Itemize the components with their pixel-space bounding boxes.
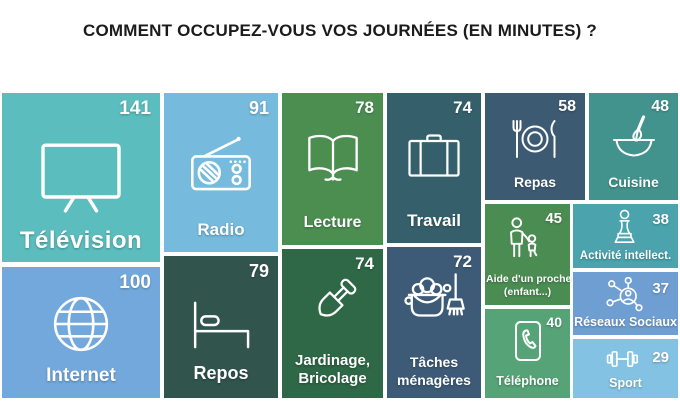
tile-radio: 91 Radio	[164, 93, 278, 252]
tile-label: Jardinage, Bricolage	[294, 351, 371, 388]
tile-label: Téléphone	[496, 374, 559, 389]
tile-lecture: 78 Lecture	[282, 93, 383, 245]
tile-label: Tâches ménagères	[397, 354, 471, 388]
tile-television: 141 Télévision	[2, 93, 160, 262]
tile-value: 38	[652, 211, 669, 228]
tile-label: Cuisine	[608, 173, 659, 190]
tile-aide-proche: 45 Aide d'un proche (enfant...)	[485, 204, 572, 305]
tile-label: Repas	[513, 173, 557, 190]
tile-value: 91	[248, 98, 269, 118]
tile-value: 58	[558, 98, 576, 115]
tile-value: 78	[355, 98, 374, 117]
tv-icon	[37, 140, 125, 216]
chess-icon	[610, 208, 639, 245]
tile-value: 74	[355, 254, 374, 273]
page-title: COMMENT OCCUPEZ-VOUS VOS JOURNÉES (EN MI…	[83, 21, 597, 40]
book-icon	[303, 129, 363, 185]
network-icon	[605, 277, 643, 312]
shovel-icon	[304, 273, 362, 331]
tile-value: 72	[453, 252, 472, 271]
phone-icon	[512, 320, 544, 362]
tile-value: 74	[453, 98, 472, 117]
tile-value: 37	[652, 280, 669, 297]
tile-activite-intellect: 38 Activité intellect.	[573, 204, 678, 268]
bed-icon	[189, 300, 253, 350]
cleaning-icon	[403, 271, 465, 328]
tile-internet: 100 Internet	[2, 267, 160, 398]
tile-value: 48	[651, 98, 669, 115]
tile-value: 79	[248, 261, 269, 281]
tile-value: 141	[119, 98, 151, 119]
bowl-icon	[610, 114, 658, 160]
dumbbell-icon	[604, 348, 640, 370]
person-child-icon	[501, 216, 543, 262]
tile-value: 40	[546, 314, 562, 330]
tile-repas: 58 Repas	[485, 93, 585, 200]
tile-label: Télévision	[19, 227, 143, 254]
tile-jardinage-bricolage: 74 Jardinage, Bricolage	[282, 249, 383, 398]
briefcase-icon	[405, 131, 463, 180]
tile-label: Travail	[407, 210, 461, 230]
tile-label: Aide d'un proche (enfant...)	[486, 272, 572, 299]
tile-cuisine: 48 Cuisine	[589, 93, 678, 200]
tile-label: Réseaux Sociaux	[574, 315, 677, 330]
plate-icon	[508, 118, 562, 160]
globe-icon	[50, 293, 112, 355]
tile-label: Internet	[46, 365, 116, 387]
tile-value: 29	[652, 349, 669, 366]
tile-value: 100	[119, 272, 151, 293]
tile-label: Lecture	[303, 214, 362, 231]
tile-telephone: 40 Téléphone	[485, 309, 570, 398]
tile-label: Activité intellect.	[579, 249, 672, 262]
tile-reseaux-sociaux: 37 Réseaux Sociaux	[573, 272, 678, 335]
tile-taches-menageres: 72 Tâches ménagères	[387, 247, 481, 398]
tile-repos: 79 Repos	[164, 256, 278, 398]
tile-label: Repos	[193, 362, 249, 383]
radio-icon	[187, 133, 255, 193]
tile-sport: 29 Sport	[573, 339, 678, 398]
tile-label: Radio	[197, 219, 245, 239]
tile-travail: 74 Travail	[387, 93, 481, 243]
tile-label: Sport	[609, 376, 642, 391]
tile-value: 45	[545, 210, 562, 227]
